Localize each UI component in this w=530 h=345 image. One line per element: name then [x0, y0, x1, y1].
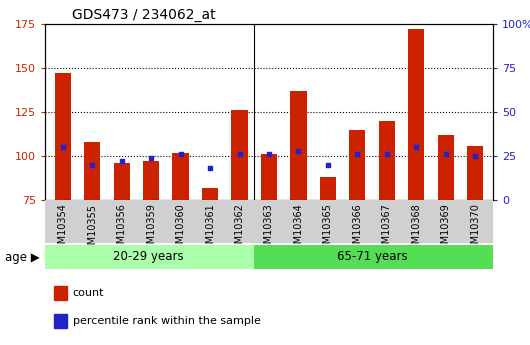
Bar	[55, 73, 71, 200]
Text: GSM10368: GSM10368	[411, 204, 421, 256]
Text: GSM10363: GSM10363	[264, 204, 274, 256]
Bar	[349, 130, 366, 200]
Text: GSM10361: GSM10361	[205, 204, 215, 256]
Point	[441, 151, 450, 157]
Text: GSM10367: GSM10367	[382, 204, 392, 256]
Bar	[467, 146, 483, 200]
Text: GSM10354: GSM10354	[58, 204, 68, 256]
Text: count: count	[73, 288, 104, 298]
Text: GSM10369: GSM10369	[441, 204, 450, 256]
Text: GSM10370: GSM10370	[470, 204, 480, 256]
Point	[88, 162, 96, 168]
Point	[353, 151, 361, 157]
Text: GSM10365: GSM10365	[323, 204, 333, 256]
Text: GSM10366: GSM10366	[352, 204, 363, 256]
Bar	[261, 154, 277, 200]
Bar	[202, 188, 218, 200]
Text: GSM10356: GSM10356	[117, 204, 127, 256]
Bar	[379, 121, 395, 200]
Point	[176, 151, 185, 157]
Text: GSM10360: GSM10360	[175, 204, 186, 256]
Text: 20-29 years: 20-29 years	[113, 250, 183, 263]
Point	[412, 145, 420, 150]
Text: age ▶: age ▶	[5, 251, 40, 264]
Point	[383, 151, 391, 157]
Text: GDS473 / 234062_at: GDS473 / 234062_at	[72, 8, 216, 22]
Bar	[254, 245, 494, 269]
Text: percentile rank within the sample: percentile rank within the sample	[73, 316, 261, 326]
Bar	[438, 135, 454, 200]
Point	[206, 166, 214, 171]
Point	[471, 153, 480, 159]
Bar	[143, 161, 159, 200]
Point	[265, 151, 273, 157]
Text: 65-71 years: 65-71 years	[337, 250, 408, 263]
Text: GSM10362: GSM10362	[234, 204, 244, 256]
Bar	[232, 110, 248, 200]
Bar	[45, 245, 254, 269]
Bar	[54, 286, 67, 300]
Point	[235, 151, 244, 157]
Text: GSM10359: GSM10359	[146, 204, 156, 256]
Point	[294, 148, 303, 154]
Bar	[320, 177, 336, 200]
Point	[147, 155, 155, 161]
Bar	[408, 29, 425, 200]
Text: GSM10364: GSM10364	[294, 204, 304, 256]
Point	[58, 145, 67, 150]
Point	[118, 159, 126, 164]
Point	[324, 162, 332, 168]
Bar	[290, 91, 306, 200]
Bar	[84, 142, 100, 200]
Text: GSM10355: GSM10355	[87, 204, 97, 257]
Bar	[113, 163, 130, 200]
Bar	[54, 314, 67, 328]
Bar	[172, 152, 189, 200]
